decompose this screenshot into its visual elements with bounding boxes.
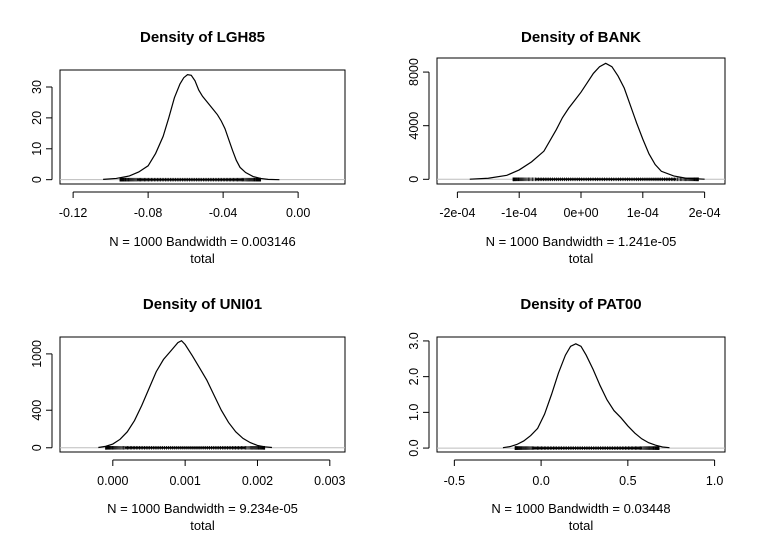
y-tick-label: 3.0	[407, 332, 421, 349]
y-tick-label: 10	[30, 142, 44, 156]
x-tick-label: -1e-04	[501, 206, 537, 220]
chart-title: Density of BANK	[521, 29, 641, 46]
x-tick-label: -2e-04	[439, 206, 475, 220]
x-tick-label: 0.001	[169, 474, 200, 488]
plot-frame	[59, 336, 346, 453]
bandwidth-label: N = 1000 Bandwidth = 1.241e-05	[486, 234, 677, 249]
rug-marks	[105, 445, 266, 450]
rug-marks	[514, 446, 660, 450]
chart-title: Density of PAT00	[520, 296, 641, 313]
y-tick-label: 0	[30, 176, 44, 183]
density-curve	[469, 62, 705, 180]
x-tick-label: -0.04	[209, 206, 238, 220]
x-tick-label: -0.12	[59, 206, 88, 220]
rug-marks	[512, 177, 699, 182]
x-tick-label: 0.000	[97, 474, 128, 488]
x-tick-label: -0.5	[444, 474, 466, 488]
x-tick-label: 1e-04	[627, 206, 659, 220]
y-tick-label: 0	[30, 444, 44, 451]
density-curve	[103, 73, 280, 181]
y-tick-label: 8000	[407, 58, 421, 86]
x-tick-label: 1.0	[706, 474, 723, 488]
chart-panel-2: Density of BANK -2e-04 -1e-04 0e+00 1e-04 2e-…	[407, 29, 726, 266]
y-tick-label: 400	[30, 400, 44, 421]
y-tick-label: 0	[407, 176, 421, 183]
x-tick-label: 0.0	[532, 474, 549, 488]
chart-panel-1: Density of LGH85 -0.12 -0.08 -0.04 0.00 0 10 20…	[30, 29, 346, 266]
x-tick-label: 0.5	[619, 474, 636, 488]
x-axis-label: total	[190, 251, 215, 266]
chart-panel-4: Density of PAT00 -0.5 0.0 0.5 1.0 0.0 1.0 2.0 3.…	[407, 296, 726, 533]
x-axis-label: total	[569, 251, 594, 266]
bandwidth-label: N = 1000 Bandwidth = 0.03448	[491, 501, 670, 516]
plot-frame	[59, 69, 346, 185]
y-tick-label: 1.0	[407, 404, 421, 421]
x-axis-label: total	[190, 518, 215, 533]
y-tick-label: 0.0	[407, 439, 421, 456]
x-tick-label: 2e-04	[689, 206, 721, 220]
rug-marks	[119, 177, 262, 182]
chart-title: Density of LGH85	[140, 29, 265, 46]
x-axis-label: total	[569, 518, 594, 533]
plot-frame	[436, 57, 726, 185]
plot-frame	[436, 336, 726, 453]
x-tick-label: 0.002	[242, 474, 273, 488]
chart-title: Density of UNI01	[143, 296, 262, 313]
y-tick-label: 30	[30, 80, 44, 94]
bandwidth-label: N = 1000 Bandwidth = 0.003146	[109, 234, 295, 249]
y-tick-label: 20	[30, 111, 44, 125]
x-tick-label: 0.00	[286, 206, 310, 220]
density-curve	[502, 343, 670, 449]
y-tick-label: 2.0	[407, 368, 421, 385]
chart-panel-3: Density of UNI01 0.000 0.001 0.002 0.003 0 400…	[30, 296, 346, 533]
density-curve	[98, 340, 272, 449]
x-tick-label: -0.08	[134, 206, 163, 220]
y-tick-label: 1000	[30, 340, 44, 368]
x-tick-label: 0e+00	[563, 206, 598, 220]
y-tick-label: 4000	[407, 112, 421, 140]
x-tick-label: 0.003	[314, 474, 345, 488]
bandwidth-label: N = 1000 Bandwidth = 9.234e-05	[107, 501, 298, 516]
